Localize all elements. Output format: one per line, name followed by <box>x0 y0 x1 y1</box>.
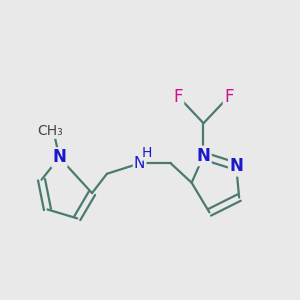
Text: F: F <box>173 88 183 106</box>
Text: H: H <box>142 146 152 160</box>
Text: N: N <box>196 147 210 165</box>
Text: N: N <box>134 156 145 171</box>
Text: N: N <box>52 148 66 166</box>
Text: F: F <box>224 88 233 106</box>
Text: CH₃: CH₃ <box>38 124 63 138</box>
Text: N: N <box>229 157 243 175</box>
